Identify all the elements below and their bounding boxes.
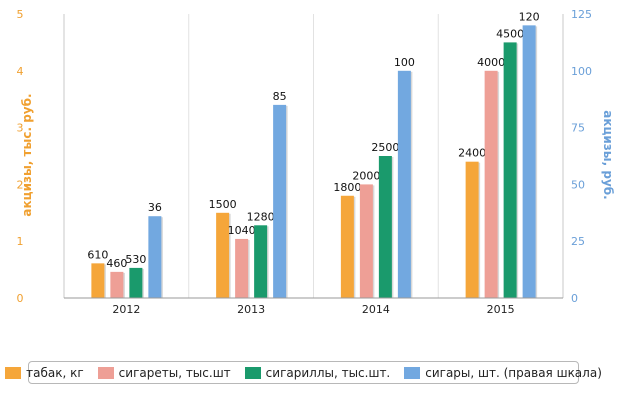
y-tick-right-label: 75: [571, 122, 585, 135]
data-label: 2400: [458, 147, 486, 160]
y-tick-right-label: 100: [571, 65, 592, 78]
data-label: 1500: [209, 198, 237, 211]
data-label: 2000: [352, 169, 380, 182]
data-label: 4500: [496, 27, 524, 40]
y-tick-left-label: 4: [17, 65, 24, 78]
bar: [378, 156, 392, 298]
legend-swatch: [404, 366, 421, 379]
legend-label: сигареты, тыс.шт: [118, 365, 231, 380]
data-label: 610: [87, 248, 108, 261]
data-label: 100: [394, 56, 415, 69]
bar: [254, 225, 268, 298]
bar: [91, 263, 105, 298]
y-tick-left-label: 5: [17, 8, 24, 21]
y-tick-right-label: 125: [571, 8, 592, 21]
chart: 6101500180024004601040200040005301280250…: [17, 8, 616, 316]
bar: [235, 238, 249, 298]
legend-item[interactable]: табак, кг: [5, 366, 84, 380]
bar: [340, 195, 354, 298]
data-label: 2500: [371, 141, 399, 154]
bar: [503, 42, 517, 299]
data-label: 530: [125, 253, 146, 266]
y-axis-right-label: акцизы, руб.: [601, 110, 615, 199]
y-tick-right-label: 50: [571, 178, 585, 191]
grid: [188, 14, 439, 298]
bar: [129, 267, 143, 298]
data-label: 460: [106, 257, 127, 270]
legend-label: сигары, шт. (правая шкала): [425, 365, 602, 380]
legend-label: табак, кг: [26, 365, 84, 380]
bar: [273, 104, 287, 298]
data-label: 1280: [247, 210, 275, 223]
data-label: 120: [519, 10, 540, 23]
y-tick-left-label: 2: [17, 178, 24, 191]
bar: [359, 184, 373, 298]
bar: [522, 25, 536, 299]
bar: [397, 70, 411, 298]
x-tick-label: 2012: [112, 303, 140, 316]
data-label: 1040: [228, 224, 256, 237]
legend-label: сигариллы, тыс.шт.: [265, 365, 391, 380]
y-axis-left-label: акцизы, тыс. руб.: [20, 93, 34, 216]
y-tick-right-label: 25: [571, 235, 585, 248]
y-tick-right-label: 0: [571, 292, 578, 305]
data-label: 36: [148, 201, 162, 214]
y-tick-left-label: 3: [17, 122, 24, 135]
bar: [110, 271, 124, 298]
legend-swatch: [5, 366, 22, 379]
data-label: 1800: [333, 181, 361, 194]
data-label: 85: [273, 90, 287, 103]
y-tick-left-label: 0: [17, 292, 24, 305]
legend-swatch: [244, 366, 261, 379]
x-tick-label: 2014: [362, 303, 390, 316]
bar: [148, 216, 162, 298]
data-label: 4000: [477, 56, 505, 69]
bar: [465, 161, 479, 298]
bars: 610 1500 1800 2400 460 1040 2000 4000 530 1280 250…: [87, 10, 540, 299]
legend: табак, кг сигареты, тыс.шт сигариллы, тыс.…: [5, 361, 602, 384]
bar: [216, 212, 230, 298]
legend-item[interactable]: сигариллы, тыс.шт.: [244, 365, 391, 380]
legend-item[interactable]: сигары, шт. (правая шкала): [404, 366, 602, 380]
y-tick-left-label: 1: [17, 235, 24, 248]
bar: [484, 70, 498, 298]
legend-swatch: [97, 366, 114, 379]
x-tick-label: 2015: [487, 303, 515, 316]
x-tick-label: 2013: [237, 303, 265, 316]
legend-item[interactable]: сигареты, тыс.шт: [97, 365, 231, 380]
